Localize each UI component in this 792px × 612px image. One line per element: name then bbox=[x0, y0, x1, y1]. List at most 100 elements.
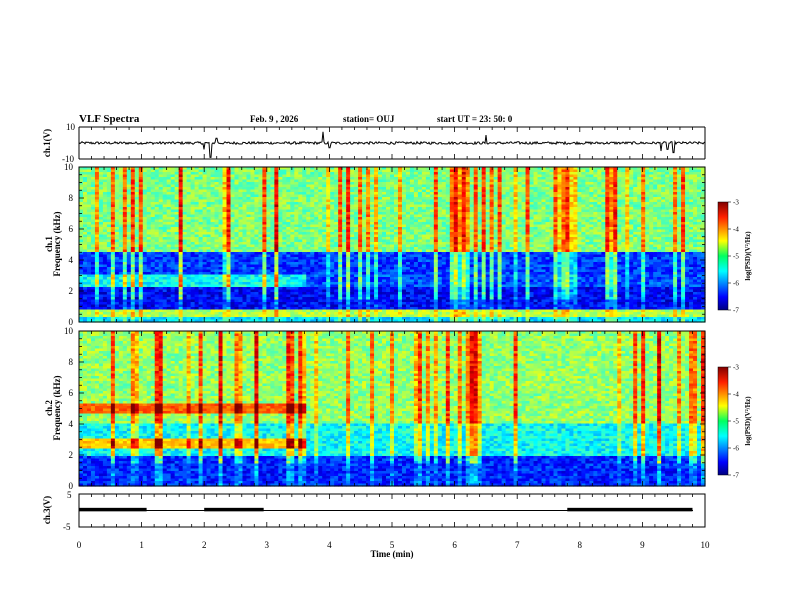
spectrogram-cell bbox=[146, 207, 152, 211]
spectrogram-cell bbox=[122, 207, 128, 211]
spectrogram-cell bbox=[162, 254, 168, 258]
spectrogram-cell bbox=[86, 212, 92, 216]
spectrogram-cell bbox=[122, 297, 128, 301]
spectrogram-cell bbox=[90, 194, 96, 198]
spectrogram-cell bbox=[158, 292, 164, 296]
spectrogram-cell bbox=[94, 287, 100, 291]
spectrogram-cell bbox=[158, 282, 164, 286]
spectrogram-cell bbox=[146, 272, 152, 276]
spectrogram-cell bbox=[154, 319, 160, 323]
spectrogram-cell bbox=[134, 279, 140, 283]
spectrogram-cell bbox=[79, 319, 84, 323]
spectrogram-cell bbox=[134, 272, 140, 276]
spectrogram-cell bbox=[138, 282, 144, 286]
spectrogram-cell bbox=[130, 262, 136, 266]
spectrogram-cell bbox=[142, 257, 148, 261]
spectrogram-cell bbox=[82, 172, 88, 176]
spectrogram-cell bbox=[158, 172, 164, 176]
spectrogram-cell bbox=[170, 177, 176, 181]
spectrogram-cell bbox=[79, 247, 84, 251]
spectrogram-cell bbox=[118, 202, 124, 206]
spectrogram-cell bbox=[110, 184, 116, 188]
spectrogram-cell bbox=[122, 254, 128, 258]
spectrogram-cell bbox=[110, 167, 116, 171]
spectrogram-cell bbox=[106, 289, 112, 293]
spectrogram-cell bbox=[122, 187, 128, 191]
spectrogram-cell bbox=[118, 219, 124, 223]
spectrogram-cell bbox=[86, 217, 92, 221]
spectrogram-cell bbox=[130, 202, 136, 206]
spectrogram-cell bbox=[138, 202, 144, 206]
spectrogram-cell bbox=[110, 274, 116, 278]
spectrogram-cell bbox=[166, 282, 172, 286]
spectrogram-cell bbox=[150, 172, 156, 176]
spectrogram-cell bbox=[154, 234, 160, 238]
spectrogram-cell bbox=[114, 177, 120, 181]
spectrogram-cell bbox=[134, 257, 140, 261]
spectrogram-cell bbox=[90, 297, 96, 301]
spectrogram-cell bbox=[110, 224, 116, 228]
spectrogram-cell bbox=[158, 309, 164, 313]
spectrogram-cell bbox=[94, 229, 100, 233]
spectrogram-cell bbox=[154, 259, 160, 263]
spectrogram-cell bbox=[106, 212, 112, 216]
spectrogram-cell bbox=[130, 212, 136, 216]
spectrogram-cell bbox=[106, 314, 112, 318]
spectrogram-cell bbox=[138, 219, 144, 223]
spectrogram-cell bbox=[98, 177, 104, 181]
spectrogram-cell bbox=[134, 187, 140, 191]
spectrogram-cell bbox=[86, 277, 92, 281]
spectrogram-cell bbox=[150, 254, 156, 258]
spectrogram-cell bbox=[94, 167, 100, 171]
spectrogram-cell bbox=[110, 207, 116, 211]
spectrogram-cell bbox=[158, 189, 164, 193]
spectrogram-cell bbox=[142, 237, 148, 241]
spectrogram-cell bbox=[142, 304, 148, 308]
spectrogram-cell bbox=[146, 227, 152, 231]
spectrogram-cell bbox=[142, 239, 148, 243]
spectrogram-cell bbox=[94, 237, 100, 241]
spectrogram-cell bbox=[130, 319, 136, 323]
spectrogram-cell bbox=[98, 234, 104, 238]
spectrogram-cell bbox=[114, 267, 120, 271]
spectrogram-cell bbox=[90, 257, 96, 261]
spectrogram-cell bbox=[118, 229, 124, 233]
spectrogram-cell bbox=[146, 267, 152, 271]
spectrogram-cell bbox=[130, 269, 136, 273]
spectrogram-cell bbox=[118, 257, 124, 261]
spectrogram-cell bbox=[142, 279, 148, 283]
spectrogram-cell bbox=[166, 252, 172, 256]
spectrogram-cell bbox=[130, 209, 136, 213]
spectrogram-cell bbox=[162, 252, 168, 256]
spectrogram-cell bbox=[86, 202, 92, 206]
spectrogram-cell bbox=[130, 227, 136, 231]
spectrogram-cell bbox=[130, 284, 136, 288]
spectrogram-cell bbox=[146, 249, 152, 253]
spectrogram-cell bbox=[130, 222, 136, 226]
spectrogram-cell bbox=[106, 304, 112, 308]
spectrogram-cell bbox=[82, 237, 88, 241]
spectrogram-cell bbox=[98, 317, 104, 321]
spectrogram-cell bbox=[146, 192, 152, 196]
spectrogram-cell bbox=[106, 189, 112, 193]
spectrogram-cell bbox=[142, 177, 148, 181]
ch1-waveform-panel: 10 -10 ch.1(V) bbox=[42, 122, 706, 164]
spectrogram-cell bbox=[79, 232, 84, 236]
spectrogram-cell bbox=[126, 227, 132, 231]
spectrogram-cell bbox=[102, 239, 108, 243]
spectrogram-cell bbox=[158, 199, 164, 203]
spectrogram-cell bbox=[126, 292, 132, 296]
spectrogram-cell bbox=[134, 234, 140, 238]
spectrogram-cell bbox=[94, 307, 100, 311]
spectrogram-cell bbox=[94, 284, 100, 288]
spectrogram-cell bbox=[150, 194, 156, 198]
spectrogram-cell bbox=[158, 217, 164, 221]
spectrogram-cell bbox=[134, 212, 140, 216]
spectrogram-cell bbox=[118, 217, 124, 221]
spectrogram-cell bbox=[126, 194, 132, 198]
spectrogram-cell bbox=[170, 199, 176, 203]
spectrogram-cell bbox=[150, 177, 156, 181]
spectrogram-cell bbox=[118, 254, 124, 258]
spectrogram-cell bbox=[134, 284, 140, 288]
spectrogram-cell bbox=[82, 167, 88, 171]
